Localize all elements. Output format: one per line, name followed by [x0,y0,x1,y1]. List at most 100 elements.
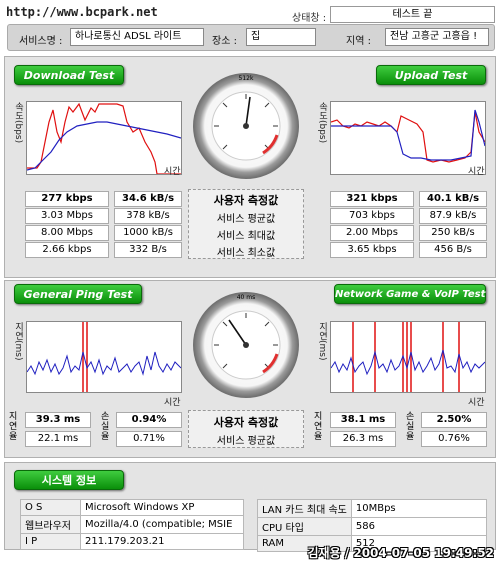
game-line [330,349,486,376]
table-row: 웹브라우저 Mozilla/4.0 (compatible; MSIE [20,515,244,534]
ping-labels-box [188,410,304,448]
download-test-button[interactable]: Download Test [14,65,124,85]
download-peak-line [27,102,181,175]
ping-delay-label: 지연율 [9,412,18,442]
system-table-right: LAN 카드 최대 속도 10MBps CPU 타입 586 RAM 512 [257,499,488,552]
ping-graph-svg [26,322,182,392]
upload-test-button[interactable]: Upload Test [376,65,486,85]
upload-max-kbps: 2.00 Mbps [330,225,414,241]
ping-gauge-dial [211,310,281,380]
game-avg-loss: 0.76% [421,431,487,447]
game-user-loss: 2.50% [421,412,487,428]
ping-label-avg: 서비스 평균값 [216,436,276,447]
browser-value: Mozilla/4.0 (compatible; MSIE [80,515,244,534]
upload-graph [330,101,486,175]
download-min-kbps: 2.66 kbps [25,242,109,258]
game-loss-label: 손실율 [406,412,415,442]
ip-label: I P [20,533,81,550]
system-table-left: O S Microsoft Windows XP 웹브라우저 Mozilla/4… [20,499,244,550]
ping-avg-loss: 0.71% [116,431,182,447]
upload-graph-svg [330,109,486,163]
ip-value: 211.179.203.21 [80,533,244,550]
os-label: O S [20,499,81,516]
site-url: http://www.bcpark.net [6,5,158,19]
ping-line [26,351,182,376]
ping-gauge-needle [228,319,247,346]
table-row: I P 211.179.203.21 [20,533,244,550]
download-user-kbps: 277 kbps [25,191,109,207]
download-max-kbps: 8.00 Mbps [25,225,109,241]
speed-label-max: 서비스 최대값 [216,231,276,242]
status-label: 상태창 : [292,13,327,24]
speed-label-avg: 서비스 평균값 [216,214,276,225]
ram-value: 512 [350,535,488,552]
upload-user-kbps: 321 kbps [330,191,414,207]
upload-peak-line [330,111,486,163]
upload-user-kBs: 40.1 kB/s [419,191,487,207]
table-row: CPU 타입 586 [257,517,488,536]
lan-speed-value: 10MBps [350,499,488,518]
general-ping-test-button[interactable]: General Ping Test [14,284,142,304]
ping-y-axis-label: 지연(ms) [13,322,23,361]
place-label: 장소 : [212,36,237,47]
download-avg-kbps: 3.03 Mbps [25,208,109,224]
os-value: Microsoft Windows XP [80,499,244,516]
ping-x-axis-label: 시간 [164,398,181,408]
download-avg-kBs: 378 kB/s [114,208,182,224]
upload-max-kBs: 250 kB/s [419,225,487,241]
speed-label-user: 사용자 측정값 [213,194,279,207]
download-max-kBs: 1000 kB/s [114,225,182,241]
upload-avg-kbps: 703 kbps [330,208,414,224]
place-field[interactable]: 집 [246,28,316,46]
table-row: RAM 512 [257,535,488,552]
ping-avg-delay: 22.1 ms [25,431,91,447]
game-delay-label: 지연율 [314,412,323,442]
download-x-axis-label: 시간 [164,167,181,177]
game-avg-delay: 26.3 ms [330,431,396,447]
speed-gauge-tick-top: 512k [238,75,254,82]
ping-loss-label: 손실율 [101,412,110,442]
game-graph-svg [330,322,486,392]
browser-label: 웹브라우저 [20,515,81,534]
service-label: 서비스명 : [19,36,63,47]
upload-avg-kBs: 87.9 kB/s [419,208,487,224]
upload-avg-line [331,109,486,161]
ping-user-delay: 39.3 ms [25,412,91,428]
game-x-axis-label: 시간 [468,398,485,408]
network-game-voip-test-button[interactable]: Network Game & VoIP Test [334,284,486,304]
region-label: 지역 : [346,36,371,47]
footer-user-timestamp: 김재용 / 2004-07-05 19:49:52 [307,546,495,560]
game-graph [330,321,486,393]
game-user-delay: 38.1 ms [330,412,396,428]
upload-min-kbps: 3.65 kbps [330,242,414,258]
download-min-kBs: 332 B/s [114,242,182,258]
ping-graph [26,321,182,393]
download-y-axis-label: 속도(bps) [13,102,23,144]
upload-x-axis-label: 시간 [468,167,485,177]
download-user-kBs: 34.6 kB/s [114,191,182,207]
ping-user-loss: 0.94% [116,412,182,428]
cpu-value: 586 [350,517,488,536]
speed-gauge [193,73,299,179]
ping-label-user: 사용자 측정값 [213,416,279,429]
upload-min-kBs: 456 B/s [419,242,487,258]
download-graph-svg [26,102,182,175]
speed-label-min: 서비스 최소값 [216,248,276,259]
upload-y-axis-label: 속도(bps) [317,102,327,144]
lan-speed-label: LAN 카드 최대 속도 [257,499,352,518]
speed-labels-box [188,189,304,259]
service-field[interactable]: 하나로통신 ADSL 라이트 [70,28,204,46]
system-info-tab[interactable]: 시스템 정보 [14,470,124,490]
ram-label: RAM [257,535,352,552]
ping-gauge-tick-top: 40 ms [236,294,256,301]
speed-gauge-needle [245,96,251,127]
region-field[interactable]: 전남 고흥군 고흥읍 ! [385,28,489,46]
cpu-label: CPU 타입 [257,517,352,536]
game-y-axis-label: 지연(ms) [317,322,327,361]
download-avg-line [26,121,182,171]
table-row: O S Microsoft Windows XP [20,499,244,516]
speed-gauge-dial [211,91,281,161]
status-field: 테스트 끝 [330,6,495,23]
ping-gauge [193,292,299,398]
table-row: LAN 카드 최대 속도 10MBps [257,499,488,518]
